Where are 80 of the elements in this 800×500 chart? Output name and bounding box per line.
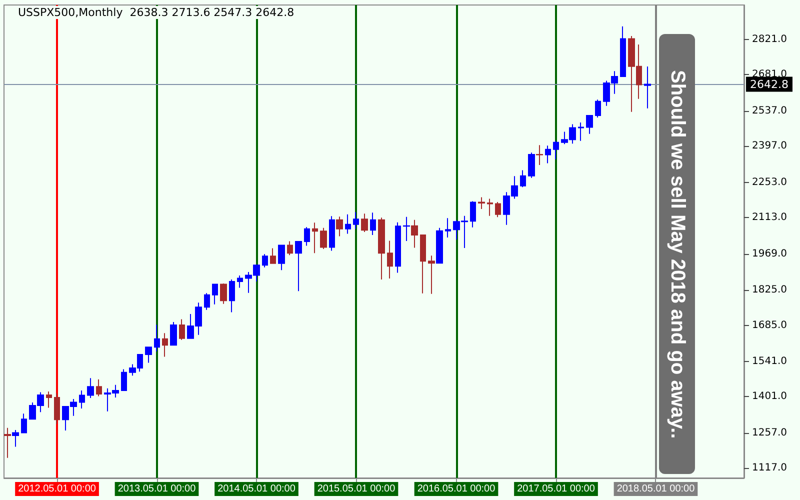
candlestick [336,216,343,237]
candlestick [495,202,501,218]
y-tick-label: 2537.0 [752,105,787,116]
x-tick-label: 2015.05.01 00:00 [317,484,396,494]
candlestick [553,140,559,160]
candlestick [287,240,293,256]
candlestick [395,222,401,274]
annotation: Should we sell May 2018 and go away.. [666,70,688,438]
y-tick-label: 1401.0 [752,391,787,402]
y-tick-label: 1685.0 [752,320,787,331]
candlestick [304,226,310,246]
candlestick [345,214,351,234]
candlestick [361,213,368,232]
candlestick [445,218,451,238]
candlestick [487,198,493,216]
y-tick-label: 2113.0 [752,212,787,224]
x-tick-label: 2016.05.01 00:00 [417,484,496,494]
candlestick [237,274,243,288]
candlestick [428,255,435,294]
candlestick [370,212,376,236]
candlestick [578,122,584,142]
candlestick [145,346,152,364]
candlestick [12,429,19,448]
candlestick [329,216,335,252]
candlestick [204,292,210,310]
candlestick [595,99,601,118]
candlestick [79,390,85,410]
candlestick [353,212,359,230]
candlestick [154,324,160,352]
y-tick-label: 2821.0 [752,34,787,45]
candlestick [312,222,318,254]
candlestick [54,392,60,425]
callout-box: Should we sell May 2018 and go away.. [659,34,695,474]
candlestick [21,413,27,434]
candlestick [478,196,485,210]
candlestick [46,390,52,408]
candlestick [278,244,285,271]
candlestick [586,114,593,134]
chart-title: USSPX500,Monthly 2638.3 2713.6 2547.3 2642.8 [18,6,294,19]
candlestick [536,144,543,166]
y-tick-label: 2397.0 [752,140,787,152]
y-tick-label: 1969.0 [752,248,787,260]
candlestick [528,152,535,178]
candlestick [179,318,185,340]
candlestick [620,26,626,78]
x-tick-label: 2018.05.01 00:00 [616,484,696,494]
y-tick-label: 1825.0 [752,284,787,296]
candlestick [270,248,276,264]
candlestick [644,66,651,109]
candlestick [170,322,177,346]
candlestick [470,200,476,228]
y-tick-label: 2253.0 [752,176,787,188]
candlestick [387,240,393,279]
x-tick-label: 2014.05.01 00:00 [218,484,296,494]
x-tick-label: 2012.05.01 00:00 [18,484,96,494]
y-tick-label: 2681.0 [752,69,787,80]
candlestick [96,378,102,397]
candlestick [545,145,551,164]
y-tick-label: 1117.0 [752,462,787,474]
candlestick [262,254,268,268]
candlestick [320,227,327,250]
candlestick [436,227,443,264]
candlestick [87,378,94,398]
y-tick-label: 1257.0 [752,427,787,438]
x-tick-label: 2013.05.01 00:00 [118,484,196,494]
candlestick [295,241,302,292]
candlestick [121,368,127,391]
candlestick [411,219,418,248]
candlestick [403,216,410,242]
candlestick [229,278,235,313]
candlestick [520,170,526,188]
ref-line-label: 2642.8 [750,78,788,91]
candlestick [212,284,218,305]
x-tick-label: 2017.05.01 00:00 [517,484,596,494]
candlestick [420,234,426,294]
candlestick [4,427,11,458]
candlestick [220,283,227,304]
candlestick [378,217,385,280]
candlestick [162,332,168,358]
y-tick-label: 1541.0 [752,356,787,368]
